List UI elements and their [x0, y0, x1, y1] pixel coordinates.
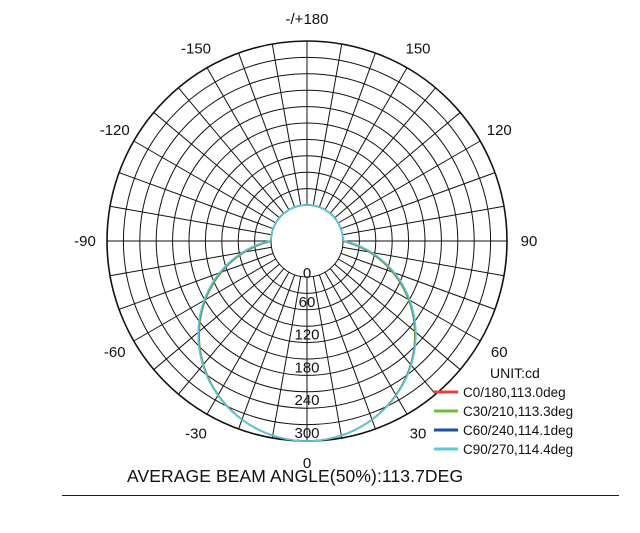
grid-spoke [312, 276, 343, 439]
angle-label: -30 [185, 425, 207, 442]
angle-labels: -/+180-150 150-120 120-90 90-60 60-30 300 [74, 11, 537, 472]
grid-spoke [271, 43, 302, 206]
legend-entry: C0/180,113.0deg [463, 385, 566, 400]
grid-spoke [153, 112, 280, 219]
grid-spoke [334, 263, 461, 370]
grid-spoke [342, 246, 505, 277]
polar-grid [106, 40, 508, 442]
grid-spoke [109, 246, 272, 277]
grid-spoke [329, 87, 436, 214]
angle-label: 90 [521, 233, 538, 250]
grid-spoke [340, 172, 496, 230]
angle-label: -/+180 [286, 11, 329, 28]
angle-label: -90 [74, 233, 96, 250]
angle-label: 60 [491, 344, 508, 361]
unit-label: UNIT:cd [490, 365, 540, 381]
grid-spoke [342, 205, 505, 236]
intensity-curves [197, 204, 417, 442]
grid-spoke [206, 271, 290, 415]
average-beam-angle: AVERAGE BEAM ANGLE(50%):113.7DEG [127, 466, 464, 486]
divider-line [62, 495, 619, 496]
angle-label: 120 [487, 122, 512, 139]
intensity-curve [197, 204, 417, 442]
grid-spoke [340, 252, 496, 310]
radial-tick-label: 240 [294, 392, 319, 409]
grid-spoke [118, 252, 274, 310]
grid-spoke [238, 52, 296, 208]
radial-tick-labels: 0 60 120 180 240 300 [294, 265, 319, 442]
grid-spoke [324, 67, 408, 211]
legend-entry: C30/210,113.3deg [463, 404, 573, 419]
radial-tick-label: 120 [294, 327, 319, 344]
grid-spoke [178, 87, 285, 214]
grid-spoke [334, 112, 461, 219]
legend: UNIT:cd C0/180,113.0deg C30/210,113.3deg C… [434, 365, 573, 457]
grid-spoke [318, 52, 376, 208]
angle-label: -120 [100, 122, 130, 139]
grid-spoke [238, 274, 296, 430]
grid-spoke [118, 172, 274, 230]
grid-spoke [133, 140, 277, 224]
grid-spoke [324, 271, 408, 415]
grid-spoke [312, 43, 343, 206]
grid-spoke [318, 274, 376, 430]
grid-spoke [206, 67, 290, 211]
grid-spoke [109, 205, 272, 236]
grid-spoke [178, 268, 285, 395]
grid-spoke [271, 276, 302, 439]
radial-tick-label: 60 [299, 294, 316, 311]
radial-tick-label: 0 [303, 265, 311, 282]
angle-label: -60 [104, 344, 126, 361]
angle-label: 0 [303, 455, 311, 472]
radial-tick-label: 300 [294, 425, 319, 442]
radial-tick-label: 180 [294, 359, 319, 376]
grid-spoke [153, 263, 280, 370]
grid-spoke [337, 140, 481, 224]
angle-label: 150 [405, 41, 430, 58]
angle-label: -150 [181, 41, 211, 58]
legend-entry: C90/270,114.4deg [463, 442, 573, 457]
grid-spoke [329, 268, 436, 395]
angle-label: 30 [410, 425, 427, 442]
legend-entry: C60/240,114.1deg [463, 423, 573, 438]
